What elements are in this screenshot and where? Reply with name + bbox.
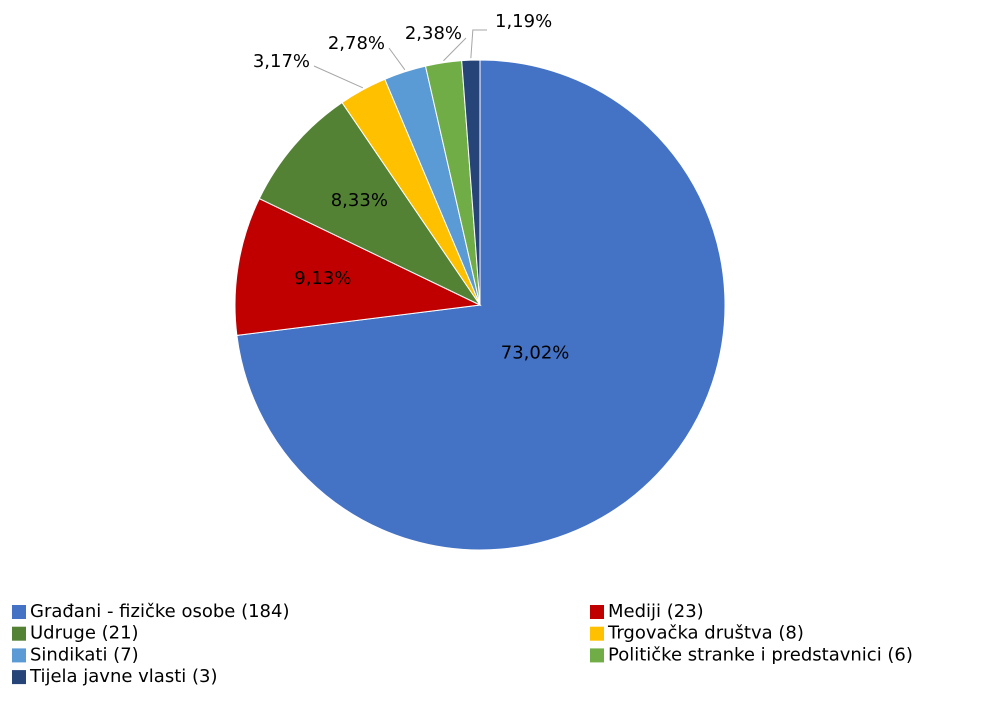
data-label: 2,38% — [405, 23, 462, 44]
data-label: 9,13% — [294, 268, 351, 289]
legend-swatch — [590, 626, 604, 641]
legend-label: Sindikati (7) — [30, 644, 139, 665]
legend-label: Trgovačka društva (8) — [607, 623, 804, 644]
data-label: 3,17% — [253, 51, 310, 72]
legend-label: Političke stranke i predstavnici (6) — [608, 644, 913, 665]
leader-line — [470, 29, 487, 59]
legend-swatch — [12, 605, 26, 619]
leader-line — [388, 47, 406, 71]
pie-slice — [461, 59, 481, 306]
legend-swatch — [590, 605, 604, 619]
pie-slice — [234, 197, 482, 336]
legend-label: Građani - fizičke osobe (184) — [30, 601, 289, 622]
data-label: 1,19% — [495, 11, 552, 32]
legend-swatch — [12, 626, 26, 641]
legend-label: Tijela javne vlasti (3) — [29, 666, 218, 687]
legend-swatch — [12, 648, 26, 663]
legend-swatch — [590, 648, 604, 663]
legend-swatch — [12, 670, 26, 685]
leader-line — [443, 37, 467, 62]
pie-slice — [258, 101, 482, 307]
legend-label: Mediji (23) — [608, 601, 704, 622]
legend-label: Udruge (21) — [30, 623, 139, 644]
leader-line — [313, 65, 364, 89]
data-label: 73,02% — [501, 343, 570, 364]
data-label: 8,33% — [331, 190, 388, 211]
data-label: 2,78% — [328, 33, 385, 54]
